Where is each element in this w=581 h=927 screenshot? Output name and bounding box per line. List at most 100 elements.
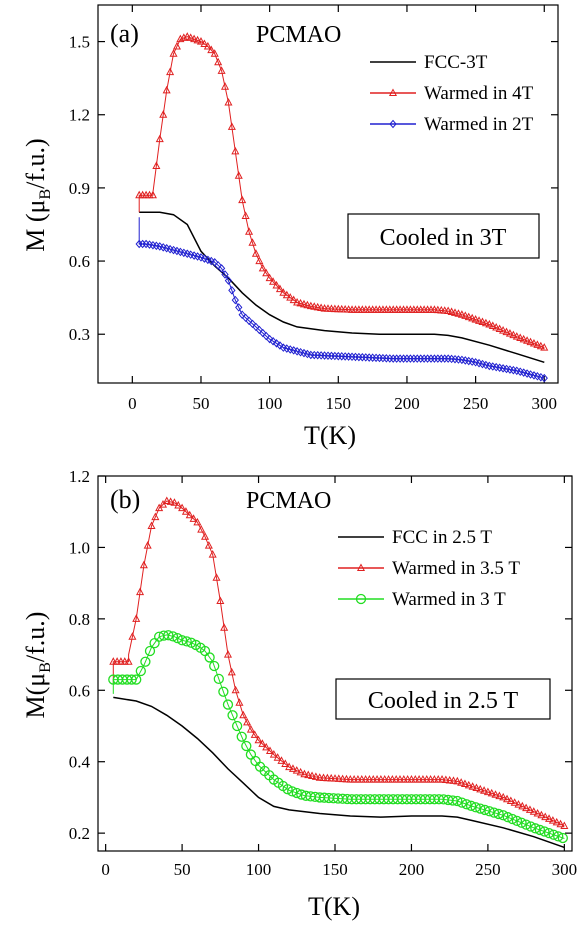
panel-b-data-point (139, 560, 148, 569)
panel-a-legend-marker (388, 88, 398, 96)
panel-b-data-point (511, 815, 523, 827)
panel-a-data-point (217, 66, 226, 74)
panel-a-ylabel: M (μB/f.u.) (21, 138, 54, 251)
panel-a-data-point (210, 49, 219, 57)
panel-b-data-point (109, 657, 118, 665)
panel-a-data-point (203, 41, 212, 50)
panel-b-data-point (126, 674, 137, 685)
panel-a-data-point (155, 134, 164, 143)
panel-b-data-point (472, 783, 481, 792)
panel-a-x-tick-label: 150 (326, 394, 352, 413)
panel-a-data-point (148, 190, 157, 199)
panel-a-data-point (293, 297, 302, 306)
panel-b-legend-label: Warmed in 3.5 T (392, 558, 520, 579)
panel-a-data-point (200, 39, 209, 48)
panel-b-data-point (437, 775, 447, 783)
panel-b-data-point (510, 798, 519, 806)
panel-a-data-point (231, 295, 239, 305)
panel-a-data-point (252, 322, 260, 332)
panel-b-ylabel: M(μB/f.u.) (21, 612, 54, 719)
panel-b-series-line (112, 634, 565, 839)
panel-b-data-point (411, 775, 420, 783)
panel-a-data-point (523, 336, 532, 344)
panel-a-data-point (211, 258, 219, 267)
panel-a-data-point (457, 310, 466, 318)
panel-b-data-point (369, 775, 378, 783)
panel-b-data-point (516, 817, 527, 828)
panel-a-data-point (238, 195, 247, 204)
panel-b-data-point (491, 790, 500, 798)
panel-b-label: (b) (110, 485, 140, 514)
panel-b-data-point (476, 784, 485, 793)
panel-b-series-1 (113, 696, 565, 849)
panel-a-data-point (217, 264, 226, 273)
panel-b-data-point (300, 769, 309, 778)
panel-a-data-point (485, 319, 494, 328)
panel-b-data-point (281, 759, 290, 767)
panel-a-data-point (475, 316, 484, 324)
panel-a-x-tick-label: 100 (257, 394, 283, 413)
panel-a-data-point (516, 333, 525, 342)
panel-a-data-point (495, 324, 504, 333)
panel-b-data-point (488, 807, 500, 818)
panel-b-data-point (465, 800, 477, 811)
panel-b-data-point (186, 637, 197, 648)
panel-b-data-point (140, 656, 151, 667)
panel-a-data-point (502, 327, 511, 336)
panel-b-data-point (365, 775, 374, 783)
panel-a-series-1 (139, 211, 545, 364)
panel-b-data-point (502, 812, 513, 823)
panel-a-data-point (241, 313, 250, 323)
panel-b-data-point (479, 804, 490, 816)
panel-a-data-point (272, 280, 281, 289)
panel-a-series-3 (135, 217, 548, 383)
panel-b-data-point (338, 774, 347, 783)
panel-a-y-tick-label: 0.3 (69, 325, 90, 344)
panel-b-data-point (167, 631, 179, 642)
panel-b-data-point (239, 710, 248, 719)
panel-a-data-point (275, 284, 284, 293)
panel-a-data-point (286, 293, 295, 301)
panel-a-data-point (269, 336, 277, 346)
panel-a-series-line (138, 36, 545, 349)
panel-b-data-point (231, 720, 243, 732)
panel-b-data-point (200, 532, 210, 540)
panel-b-legend-label: FCC in 2.5 T (392, 527, 492, 548)
panel-a-data-point (207, 45, 216, 54)
panel-a-data-point (265, 273, 274, 282)
panel-b-data-point (506, 796, 515, 804)
panel-b-data-point (342, 774, 351, 783)
panel-b-data-point (530, 823, 541, 834)
panel-b-data-point (136, 587, 145, 596)
panel-a-data-point (214, 261, 222, 270)
panel-b-data-point (560, 821, 569, 829)
panel-b-data-point (499, 792, 508, 801)
panel-b-data-point (243, 717, 252, 726)
panel-b-data-point (487, 788, 496, 797)
panel-b-data-point (452, 795, 463, 807)
panel-b-data-point (166, 497, 175, 505)
panel-b-data-point (415, 775, 424, 783)
panel-b-data-point (292, 766, 301, 774)
panel-b-data-point (265, 746, 275, 754)
panel-a-y-tick-label: 1.5 (69, 33, 90, 52)
panel-b-legend-label: Warmed in 3 T (392, 589, 506, 610)
panel-a-data-point (183, 32, 192, 40)
panel-b-data-point (209, 660, 220, 672)
panel-b-data-point (483, 787, 492, 796)
panel-b-data-point (445, 775, 454, 784)
panel-b-data-point (346, 775, 355, 783)
panel-a-data-point (220, 82, 230, 90)
panel-a-x-tick-label: 50 (192, 394, 209, 413)
panel-b-y-tick-label: 0.6 (69, 681, 90, 700)
panel-a-data-point (238, 310, 246, 319)
panel-a-data-point (450, 308, 460, 316)
panel-b-data-point (204, 652, 215, 663)
panel-a-data-point (251, 249, 260, 257)
panel-a-data-point (245, 316, 253, 326)
panel-b-data-point (502, 794, 512, 803)
panel-b-data-point (197, 525, 206, 533)
panel-b-data-point (220, 623, 229, 631)
panel-b-data-point (493, 808, 504, 820)
panel-b-data-point (525, 805, 534, 813)
